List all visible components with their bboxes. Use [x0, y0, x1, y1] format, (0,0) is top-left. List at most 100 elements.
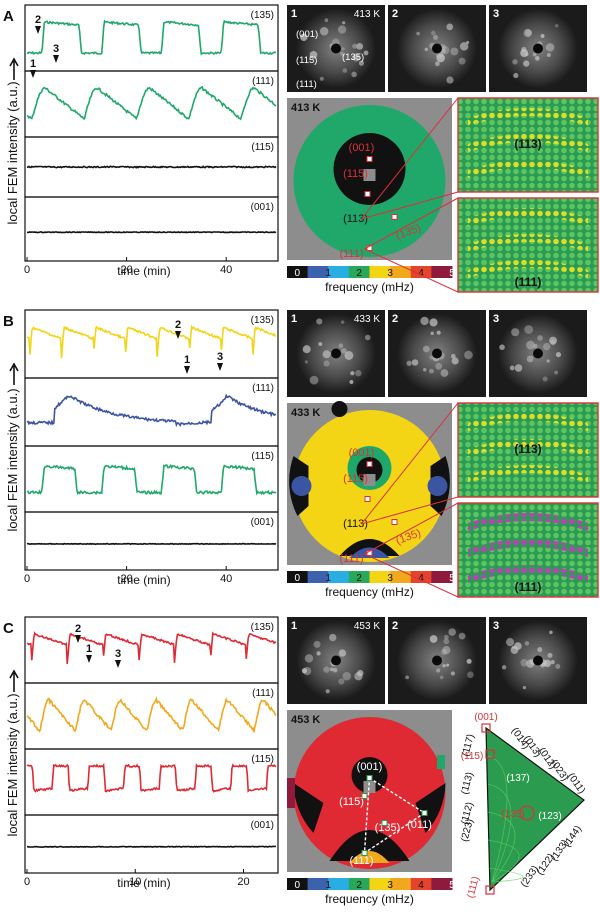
snapshot-spot [309, 51, 318, 59]
map-marker [361, 793, 368, 799]
colorbar-segment [348, 266, 370, 278]
snapshot-spot [342, 68, 348, 73]
snapshot-spot [499, 344, 505, 351]
frequency-map: 453 K (001) (115) (135) (011) (111) [287, 710, 452, 872]
map-label-red: (115) [343, 473, 368, 485]
snapshot-spot [526, 355, 534, 363]
snapshot-spot [357, 669, 364, 677]
fem-snapshot: 2 [388, 5, 486, 92]
colorbar-segment [431, 571, 453, 583]
snapshot-spot [338, 649, 347, 657]
fem-snapshot: 2 [388, 310, 486, 397]
marker-arrow-icon [86, 655, 92, 663]
trace-frame [24, 4, 279, 72]
snapshot-spot [464, 350, 473, 360]
snapshot-spot [523, 60, 530, 67]
trace-facet-label: (001) [251, 202, 274, 213]
snapshot-spot [340, 51, 344, 56]
snapshot-spot [350, 371, 355, 376]
marker-arrow-icon [115, 660, 121, 668]
lattice-band [468, 539, 588, 557]
trace-facet-label: (135) [251, 315, 274, 326]
colorbar-segment [307, 878, 329, 890]
snapshot-spot [511, 645, 516, 649]
snapshot-spot [459, 42, 469, 51]
map-triangle-outline [363, 776, 426, 855]
x-tick-label: 0 [24, 573, 30, 585]
trace-frame [24, 70, 279, 138]
snapshot-spot [513, 72, 519, 79]
map-label-red: (001) [349, 447, 375, 459]
colorbar-tick: 0 [295, 573, 301, 584]
fem-snapshot: 1 413 K [287, 5, 385, 92]
inset-label: (113) [514, 137, 541, 151]
snapshot-spot [450, 353, 456, 359]
connector-line [361, 496, 459, 525]
map-marker [421, 810, 428, 816]
lattice-band [468, 160, 588, 178]
lattice-band [468, 260, 588, 278]
snapshot-spot [523, 28, 532, 38]
trace-frame [24, 445, 279, 513]
snapshot-spot [423, 368, 427, 372]
colorbar-segment [410, 266, 432, 278]
colorbar-tick: 3 [387, 268, 393, 279]
fem-snapshot: 3 [489, 617, 587, 704]
map-temp-label: 413 K [291, 102, 320, 114]
connector-line [364, 248, 459, 293]
map-center-square [363, 474, 376, 486]
trace-line [26, 324, 277, 359]
snapshot-center [331, 655, 341, 666]
trace-facet-label: (115) [251, 142, 274, 153]
snapshot-center [331, 348, 341, 359]
snapshot-spot [329, 667, 334, 672]
snapshot-spot [547, 652, 553, 658]
snapshot-spot [316, 318, 323, 325]
time-marker-label: 3 [53, 43, 59, 55]
colorbar-segment [307, 571, 329, 583]
snapshot-annotation: (111) [296, 79, 317, 90]
snapshot-spot [434, 61, 440, 67]
snapshot-spot [324, 18, 329, 23]
snapshot-spot [537, 647, 543, 653]
map-edge-dark [415, 783, 446, 833]
trace-frame [24, 814, 279, 874]
panel-letter: A [3, 8, 14, 25]
colorbar-tick: 4 [418, 880, 424, 891]
lattice-band [468, 513, 588, 531]
colorbar-segment [348, 878, 370, 890]
trace-frame [24, 748, 279, 816]
colorbar-label: frequency (mHz) [325, 892, 414, 906]
snapshot-spot [451, 357, 459, 365]
marker-arrow-icon [184, 366, 190, 374]
snapshot-spot [442, 664, 446, 668]
fem-snapshot: 1 453 K [287, 617, 385, 704]
map-marker [366, 156, 373, 162]
lattice-inset: (111) [364, 502, 599, 598]
marker-arrow-icon [217, 363, 223, 371]
snapshot-number: 2 [392, 313, 398, 325]
snapshot-spot [433, 34, 439, 40]
map-label-white: (001) [357, 761, 383, 773]
frequency-map: 433 K(001)(115)(135)(111)(113) [287, 401, 452, 565]
map-center-square [363, 169, 376, 181]
snapshot-spot [302, 345, 311, 354]
contour-line [487, 755, 508, 883]
snapshot-spot [439, 675, 444, 680]
lattice-band [468, 134, 588, 152]
snapshot-spot [436, 668, 441, 673]
trace-facet-label: (001) [251, 517, 274, 528]
map-label-white: (011) [407, 819, 432, 831]
panel-letter: B [3, 313, 14, 330]
snapshot-spot [442, 646, 451, 655]
colorbar-tick: 2 [356, 880, 362, 891]
colorbar-tick: 0 [295, 880, 301, 891]
contour-line [487, 867, 524, 883]
snapshot-number: 3 [493, 620, 499, 632]
snapshot-spot [458, 57, 466, 65]
snapshot-spot [349, 380, 354, 384]
trace-line [26, 85, 277, 121]
colorbar-segment [431, 878, 453, 890]
colorbar-tick: 4 [418, 573, 424, 584]
snapshot-spot [351, 71, 357, 78]
